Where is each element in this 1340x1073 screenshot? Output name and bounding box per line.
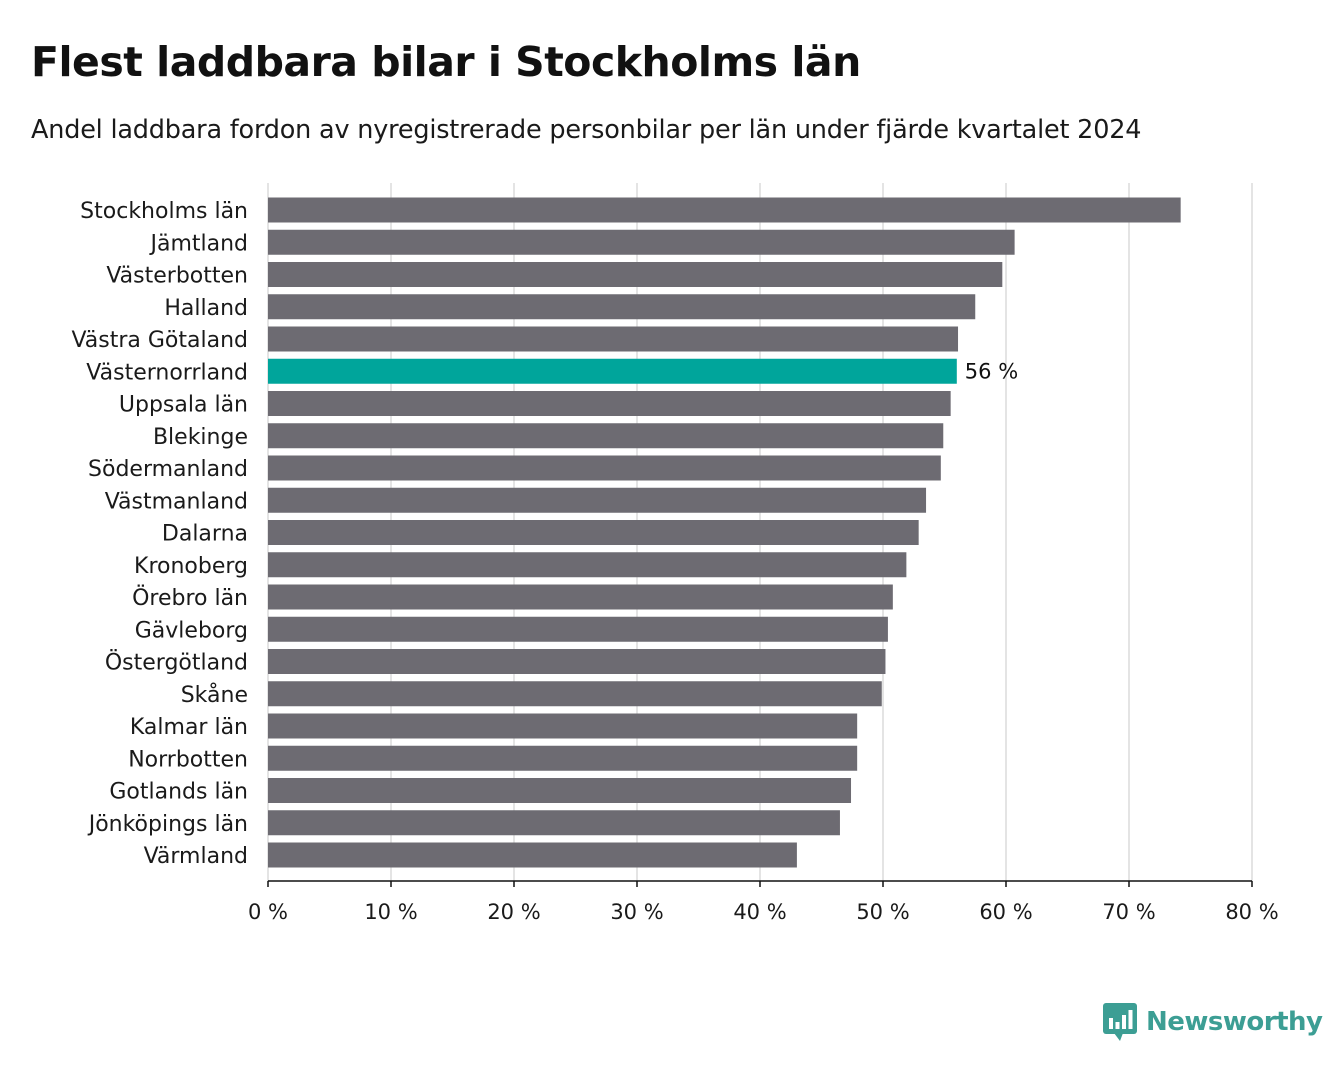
category-labels: Stockholms län Jämtland Västerbotten Hallan… xyxy=(71,199,1018,869)
category-label: Gotlands län xyxy=(109,780,248,805)
x-tick-label: 50 % xyxy=(856,900,909,924)
bar xyxy=(268,552,907,578)
x-tick-label: 0 % xyxy=(248,900,288,924)
category-label: Östergötland xyxy=(105,650,248,676)
category-label: Gävleborg xyxy=(135,618,248,643)
category-label: Kalmar län xyxy=(130,715,248,740)
chart-title: Flest laddbara bilar i Stockholms län xyxy=(31,38,861,86)
category-label: Uppsala län xyxy=(119,393,248,418)
bar xyxy=(268,810,840,836)
bar xyxy=(268,713,858,739)
x-axis: 0 % 10 % 20 % 30 % 40 % 50 % 60 % 70 % 80 % xyxy=(248,880,1279,924)
bar-chart: Stockholms län Jämtland Västerbotten Hallan… xyxy=(71,183,1279,924)
bar xyxy=(268,681,882,707)
category-label: Skåne xyxy=(181,682,248,708)
category-label: Örebro län xyxy=(132,585,248,611)
x-tick-label: 30 % xyxy=(610,900,663,924)
bar xyxy=(268,423,944,449)
category-label: Södermanland xyxy=(88,457,248,482)
category-label: Jönköpings län xyxy=(87,812,248,837)
x-tick-label: 10 % xyxy=(364,900,417,924)
highlight-data-label: 56 % xyxy=(965,359,1018,383)
bar xyxy=(268,842,797,868)
bar xyxy=(268,520,919,545)
category-label: Värmland xyxy=(144,844,248,869)
bar xyxy=(268,616,888,642)
bar xyxy=(268,487,927,513)
category-label: Västerbotten xyxy=(106,264,248,289)
bar-highlight xyxy=(268,358,957,384)
category-label: Norrbotten xyxy=(128,747,248,772)
brand-name: Newsworthy xyxy=(1146,1007,1323,1037)
bar xyxy=(268,391,951,416)
category-label: Blekinge xyxy=(153,425,248,450)
bars xyxy=(268,197,1181,868)
x-tick-label: 70 % xyxy=(1102,900,1155,924)
chart-subtitle: Andel laddbara fordon av nyregistrerade … xyxy=(31,115,1142,145)
x-tick-label: 60 % xyxy=(979,900,1032,924)
category-label: Västernorrland xyxy=(86,360,248,385)
bar xyxy=(268,778,852,803)
x-tick-label: 20 % xyxy=(487,900,540,924)
bar xyxy=(268,197,1181,223)
category-label: Kronoberg xyxy=(134,554,248,579)
category-label: Västmanland xyxy=(105,489,248,514)
category-label: Dalarna xyxy=(162,522,248,547)
bar xyxy=(268,326,959,352)
bar xyxy=(268,294,976,320)
bar xyxy=(268,745,858,771)
bar xyxy=(268,584,893,610)
category-label: Jämtland xyxy=(148,231,248,256)
bar xyxy=(268,262,1003,287)
bar xyxy=(268,455,941,481)
x-tick-label: 40 % xyxy=(733,900,786,924)
category-label: Stockholms län xyxy=(80,199,248,224)
bar xyxy=(268,649,886,674)
category-label: Västra Götaland xyxy=(71,328,248,353)
bar xyxy=(268,229,1015,255)
newsworthy-logo-icon xyxy=(1103,1003,1137,1041)
category-label: Halland xyxy=(164,296,248,321)
brand-logo: Newsworthy xyxy=(1102,1002,1323,1042)
x-tick-label: 80 % xyxy=(1225,900,1278,924)
